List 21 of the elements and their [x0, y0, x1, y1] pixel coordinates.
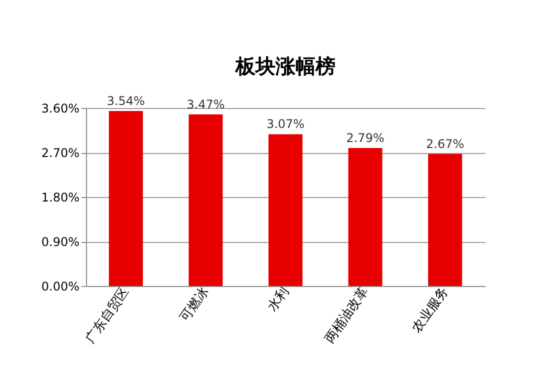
data-label: 2.79% [346, 131, 384, 146]
bar [108, 110, 143, 286]
data-label: 3.47% [186, 97, 225, 112]
y-tick-label: 2.70% [41, 146, 80, 160]
data-label: 3.54% [106, 94, 145, 108]
x-tick-label: 两桶油改革 [322, 284, 372, 346]
data-label: 3.07% [266, 117, 305, 132]
x-tick-label: 农业服务 [410, 284, 452, 336]
bar [428, 154, 462, 286]
bar [348, 148, 382, 286]
bar [268, 134, 302, 286]
y-tick-label: 1.80% [41, 190, 80, 204]
bar [188, 114, 223, 286]
x-tick-label: 可燃冰 [178, 284, 212, 326]
chart-title: 板块涨幅榜 [234, 54, 336, 78]
y-tick-label: 0.00% [41, 280, 80, 294]
x-tick-label: 广东自贸区 [82, 284, 132, 346]
y-tick-label: 0.90% [41, 235, 80, 249]
y-tick-label: 3.60% [41, 102, 80, 116]
data-label: 2.67% [426, 136, 464, 151]
x-tick-label: 水利 [264, 284, 292, 314]
